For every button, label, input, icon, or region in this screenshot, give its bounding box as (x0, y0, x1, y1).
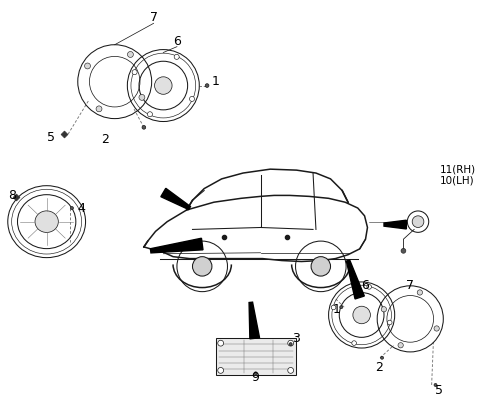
Circle shape (417, 290, 422, 295)
Polygon shape (347, 260, 364, 299)
Circle shape (401, 248, 406, 253)
Circle shape (96, 106, 102, 112)
Circle shape (289, 343, 292, 346)
Circle shape (205, 84, 209, 88)
Text: 6: 6 (173, 35, 181, 48)
Circle shape (190, 96, 194, 101)
Circle shape (139, 94, 145, 100)
Circle shape (434, 326, 439, 331)
Text: 1: 1 (333, 303, 340, 316)
Polygon shape (384, 220, 407, 229)
Text: 4: 4 (78, 202, 85, 215)
Text: 7: 7 (406, 279, 414, 292)
Polygon shape (249, 302, 260, 339)
FancyBboxPatch shape (216, 338, 296, 375)
Circle shape (147, 112, 153, 117)
Circle shape (71, 207, 73, 210)
Text: 10(LH): 10(LH) (439, 176, 474, 186)
Circle shape (434, 383, 437, 386)
Circle shape (387, 320, 392, 325)
Text: 2: 2 (101, 134, 109, 147)
Circle shape (218, 367, 224, 373)
Circle shape (331, 305, 336, 310)
Text: 1: 1 (212, 75, 220, 88)
Circle shape (84, 63, 90, 69)
Polygon shape (150, 238, 203, 253)
Circle shape (192, 257, 212, 276)
Text: 6: 6 (361, 279, 370, 292)
Circle shape (381, 356, 384, 359)
Ellipse shape (35, 211, 59, 233)
Text: 9: 9 (251, 371, 259, 384)
Circle shape (398, 343, 403, 348)
Text: 8: 8 (8, 189, 16, 202)
Circle shape (367, 285, 372, 289)
Circle shape (132, 70, 137, 75)
Text: 3: 3 (293, 332, 300, 345)
Circle shape (288, 340, 294, 346)
Text: 5: 5 (435, 384, 444, 397)
Text: 11(RH): 11(RH) (439, 164, 476, 174)
Circle shape (142, 126, 146, 129)
Circle shape (381, 307, 386, 312)
Circle shape (254, 372, 257, 375)
Circle shape (412, 216, 424, 228)
Text: 5: 5 (47, 131, 55, 144)
Text: 2: 2 (375, 361, 383, 374)
Circle shape (128, 52, 133, 57)
Circle shape (311, 257, 331, 276)
Circle shape (352, 341, 357, 345)
Circle shape (218, 340, 224, 346)
Polygon shape (161, 188, 191, 210)
Circle shape (174, 54, 179, 59)
Circle shape (288, 367, 294, 373)
Text: 7: 7 (150, 11, 157, 24)
Circle shape (155, 77, 172, 94)
Circle shape (353, 306, 371, 324)
Circle shape (340, 306, 343, 309)
